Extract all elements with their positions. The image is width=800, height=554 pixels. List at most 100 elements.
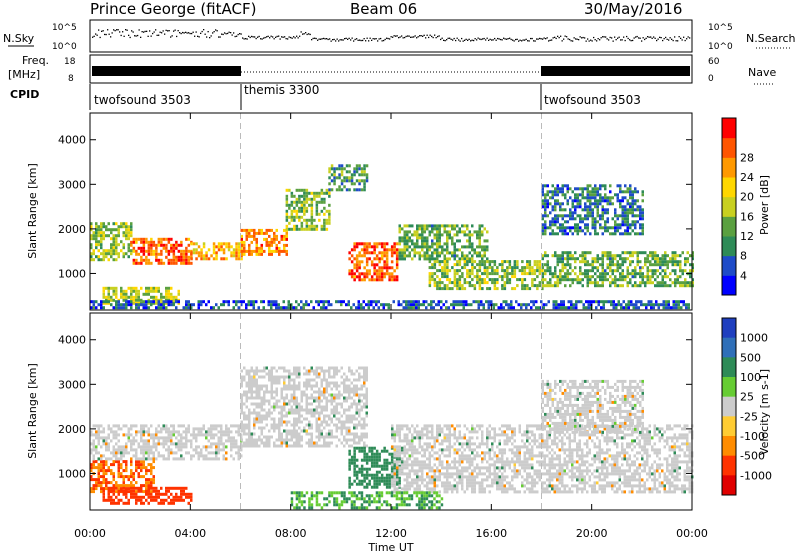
heatmap-cell <box>483 260 487 264</box>
heatmap-cell <box>542 306 545 310</box>
heatmap-cell <box>353 464 356 468</box>
heatmap-cell <box>353 266 356 270</box>
heatmap-cell <box>388 266 391 270</box>
heatmap-cell <box>222 303 225 307</box>
heatmap-cell <box>561 269 564 273</box>
heatmap-cell <box>90 228 93 232</box>
noise-point <box>290 36 292 39</box>
heatmap-cell <box>609 257 612 261</box>
noise-point <box>173 30 175 32</box>
heatmap-cell <box>292 306 295 310</box>
heatmap-cell <box>545 303 548 307</box>
heatmap-cell <box>167 436 170 440</box>
heatmap-cell <box>278 366 281 370</box>
noise-point <box>233 32 235 34</box>
heatmap-cell <box>288 399 291 403</box>
heatmap-cell <box>428 230 431 234</box>
heatmap-cell <box>614 208 617 212</box>
heatmap-cell <box>546 214 549 218</box>
heatmap-cell <box>674 251 677 255</box>
heatmap-cell <box>325 378 328 382</box>
heatmap-cell <box>556 275 559 279</box>
cpid-segment-2: themis 3300 <box>244 83 319 97</box>
heatmap-cell <box>544 208 547 212</box>
heatmap-cell <box>298 438 301 442</box>
heatmap-cell <box>345 164 349 168</box>
heatmap-cell <box>255 393 258 397</box>
heatmap-cell <box>691 251 694 255</box>
heatmap-cell <box>431 251 434 255</box>
heatmap-cell <box>275 438 278 442</box>
heatmap-cell <box>135 492 138 496</box>
heatmap-cell <box>348 444 351 448</box>
heatmap-cell <box>325 369 328 373</box>
noise-point <box>491 39 493 41</box>
heatmap-cell <box>461 272 464 276</box>
heatmap-cell <box>215 457 218 461</box>
heatmap-cell <box>634 275 637 279</box>
heatmap-cell <box>295 387 298 391</box>
heatmap-cell <box>127 475 130 479</box>
heatmap-cell <box>125 231 128 235</box>
heatmap-cell <box>313 194 316 198</box>
heatmap-cell <box>423 257 426 261</box>
heatmap-cell <box>112 243 115 247</box>
heatmap-cell <box>115 457 118 461</box>
heatmap-cell <box>165 243 168 247</box>
heatmap-cell <box>190 257 193 261</box>
heatmap-cell <box>584 260 587 264</box>
heatmap-cell <box>611 217 614 221</box>
heatmap-cell <box>533 278 537 282</box>
heatmap-cell <box>190 498 193 502</box>
heatmap-cell <box>526 263 529 267</box>
heatmap-cell <box>591 193 594 197</box>
heatmap-cell <box>415 306 418 310</box>
heatmap-cell <box>390 245 394 249</box>
heatmap-cell <box>230 245 233 249</box>
heatmap-cell <box>679 275 682 279</box>
heatmap-cell <box>335 387 338 391</box>
heatmap-cell <box>641 281 644 285</box>
heatmap-cell <box>487 300 490 304</box>
heatmap-cell <box>260 228 263 232</box>
heatmap-cell <box>95 478 98 482</box>
heatmap-cell <box>624 257 627 261</box>
heatmap-cell <box>570 306 573 310</box>
heatmap-cell <box>639 226 642 230</box>
noise-point <box>146 30 148 32</box>
heatmap-cell <box>95 448 98 452</box>
heatmap-cell <box>187 306 190 310</box>
heatmap-cell <box>679 260 682 264</box>
heatmap-cell <box>582 303 585 307</box>
heatmap-cell <box>285 227 289 231</box>
heatmap-cell <box>619 202 622 206</box>
heatmap-cell <box>140 439 143 443</box>
heatmap-cell <box>112 478 115 482</box>
heatmap-cell <box>465 303 468 307</box>
heatmap-cell <box>345 441 348 445</box>
heatmap-cell <box>576 214 579 218</box>
heatmap-cell <box>170 448 173 452</box>
heatmap-cell <box>641 208 644 212</box>
heatmap-cell <box>187 243 191 247</box>
heatmap-cell <box>572 303 575 307</box>
heatmap-cell <box>428 275 432 279</box>
heatmap-cell <box>431 242 434 246</box>
heatmap-cell <box>110 469 113 473</box>
heatmap-cell <box>102 430 105 434</box>
heatmap-cell <box>293 396 296 400</box>
noise-point <box>131 30 133 32</box>
heatmap-cell <box>135 424 138 428</box>
heatmap-cell <box>471 266 474 270</box>
heatmap-cell <box>135 298 138 302</box>
noise-point <box>539 37 541 40</box>
heatmap-cell <box>300 399 303 403</box>
heatmap-cell <box>340 405 343 409</box>
heatmap-cell <box>127 243 130 247</box>
heatmap-cell <box>137 246 141 250</box>
heatmap-cell <box>315 375 318 379</box>
heatmap-cell <box>631 220 634 224</box>
heatmap-cell <box>554 284 557 288</box>
heatmap-cell <box>278 426 281 430</box>
heatmap-cell <box>258 369 261 373</box>
